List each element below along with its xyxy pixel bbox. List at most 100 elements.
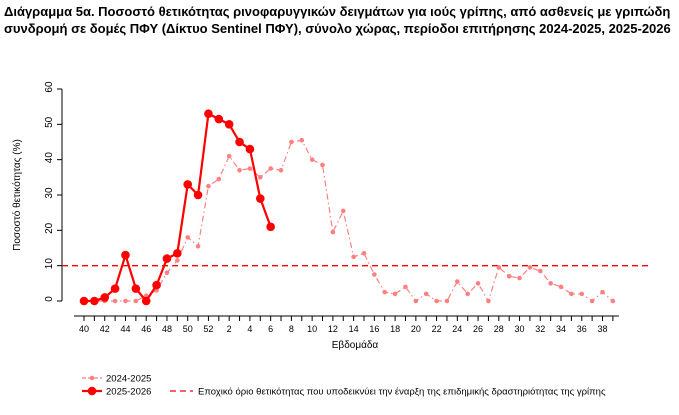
data-point-2024-2025 — [455, 279, 460, 284]
data-point-2025-2026 — [162, 254, 172, 263]
data-point-2024-2025 — [465, 291, 470, 297]
x-tick-label: 8 — [289, 324, 294, 334]
data-point-2024-2025 — [309, 157, 315, 162]
y-tick-label: 30 — [44, 187, 55, 199]
data-point-2025-2026 — [193, 190, 203, 200]
data-point-2024-2025 — [123, 298, 128, 304]
x-tick-label: 36 — [577, 324, 587, 334]
chart-title: Διάγραμμα 5α. Ποσοστό θετικότητας ρινοφα… — [4, 4, 671, 36]
x-tick-label: 48 — [162, 324, 172, 334]
data-point-2024-2025 — [434, 298, 439, 304]
data-point-2024-2025 — [475, 281, 481, 286]
data-point-2024-2025 — [289, 139, 294, 145]
x-tick-label: 24 — [452, 324, 462, 334]
legend-threshold-label: Εποχικό όριο θετικότητας που υποδεικνύει… — [198, 387, 606, 398]
x-tick-label: 2 — [227, 324, 232, 334]
data-point-2024-2025 — [423, 291, 429, 297]
data-point-2024-2025 — [237, 167, 242, 173]
data-point-2024-2025 — [444, 298, 450, 304]
series-line-2024-2025 — [84, 139, 614, 303]
data-point-2025-2026 — [121, 250, 130, 260]
x-tick-label: 50 — [183, 324, 193, 334]
data-point-2024-2025 — [361, 251, 367, 256]
x-tick-label: 38 — [597, 324, 607, 334]
legend-label: 2024-2025 — [106, 374, 151, 385]
data-point-2024-2025 — [372, 272, 377, 277]
x-tick-label: 40 — [79, 324, 89, 334]
x-tick-label: 32 — [535, 324, 545, 334]
x-tick-label: 34 — [556, 324, 566, 334]
x-tick-label: 16 — [369, 324, 379, 334]
data-point-2024-2025 — [195, 243, 201, 249]
data-point-2024-2025 — [569, 291, 574, 297]
x-tick-label: 14 — [349, 324, 359, 334]
data-point-2024-2025 — [506, 273, 512, 279]
data-point-2024-2025 — [299, 137, 305, 143]
data-point-2024-2025 — [320, 162, 325, 168]
x-tick-label: 30 — [515, 324, 525, 334]
data-point-2024-2025 — [527, 265, 533, 270]
data-point-2025-2026 — [110, 284, 120, 293]
y-tick-label: 50 — [44, 116, 55, 128]
y-tick-label: 40 — [44, 152, 55, 164]
x-tick-label: 52 — [203, 324, 213, 334]
data-point-2025-2026 — [100, 293, 110, 302]
y-tick-label: 20 — [44, 222, 55, 234]
x-tick-label: 28 — [494, 324, 504, 334]
data-point-2024-2025 — [185, 235, 190, 240]
data-point-2025-2026 — [131, 284, 141, 293]
data-point-2024-2025 — [486, 298, 491, 304]
data-point-2024-2025 — [558, 284, 564, 290]
data-point-2025-2026 — [214, 114, 224, 124]
legend-label: 2025-2026 — [106, 387, 151, 398]
data-point-2024-2025 — [579, 291, 585, 297]
data-point-2024-2025 — [330, 229, 336, 235]
x-tick-label: 26 — [473, 324, 483, 334]
x-tick-label: 10 — [307, 324, 317, 334]
data-point-2024-2025 — [226, 153, 232, 159]
data-point-2024-2025 — [413, 298, 419, 304]
data-point-2025-2026 — [90, 296, 99, 306]
data-point-2024-2025 — [216, 176, 222, 182]
data-point-2024-2025 — [247, 166, 253, 171]
legend-marker — [87, 386, 97, 396]
data-point-2025-2026 — [204, 109, 213, 119]
x-tick-label: 6 — [268, 324, 273, 334]
data-point-2024-2025 — [175, 258, 180, 263]
y-axis-label: Ποσοστό θετικότητας (%) — [11, 139, 23, 251]
y-tick-label: 10 — [44, 258, 55, 270]
data-point-2025-2026 — [152, 280, 161, 290]
data-point-2024-2025 — [537, 268, 543, 274]
x-tick-label: 12 — [328, 324, 338, 334]
data-point-2024-2025 — [600, 289, 605, 295]
data-point-2024-2025 — [154, 288, 159, 293]
data-point-2024-2025 — [382, 289, 388, 295]
data-point-2024-2025 — [268, 166, 273, 171]
data-point-2025-2026 — [235, 137, 244, 147]
x-tick-label: 46 — [141, 324, 151, 334]
data-point-2024-2025 — [392, 291, 398, 297]
data-point-2025-2026 — [255, 194, 265, 203]
x-tick-label: 20 — [411, 324, 421, 334]
data-point-2025-2026 — [79, 296, 89, 306]
x-tick-label: 42 — [100, 324, 110, 334]
y-tick-label: 60 — [44, 81, 55, 93]
data-point-2025-2026 — [141, 296, 151, 306]
data-point-2025-2026 — [183, 180, 192, 189]
x-axis-label: Εβδομάδα — [332, 339, 379, 351]
x-tick-label: 44 — [120, 324, 130, 334]
data-point-2025-2026 — [245, 144, 255, 154]
data-point-2024-2025 — [517, 275, 522, 281]
data-point-2024-2025 — [548, 281, 553, 286]
x-tick-label: 18 — [390, 324, 400, 334]
data-point-2024-2025 — [403, 284, 408, 290]
data-point-2024-2025 — [340, 208, 346, 214]
x-tick-label: 4 — [247, 324, 252, 334]
data-point-2024-2025 — [496, 265, 502, 270]
data-point-2024-2025 — [112, 298, 118, 304]
data-point-2024-2025 — [164, 270, 170, 276]
data-point-2024-2025 — [610, 298, 616, 304]
y-tick-label: 0 — [44, 296, 55, 302]
data-point-2024-2025 — [206, 183, 211, 189]
